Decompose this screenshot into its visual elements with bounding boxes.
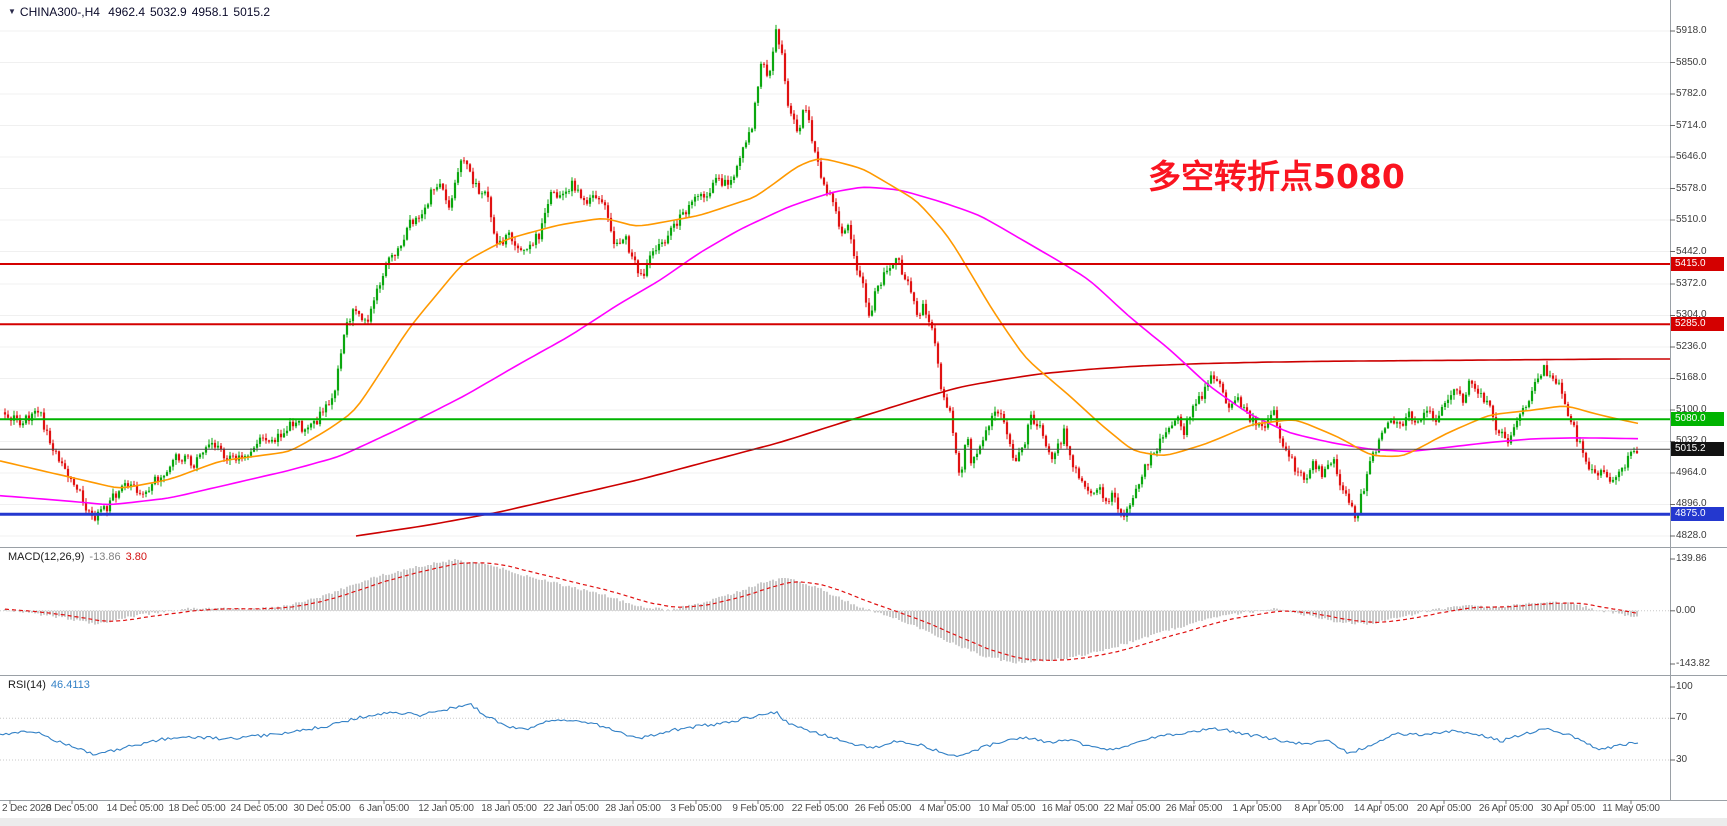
time-axis-label: 26 Apr 05:00 bbox=[1478, 803, 1534, 814]
price-level-badge: 5415.0 bbox=[1671, 257, 1724, 272]
time-axis-label: 26 Mar 05:00 bbox=[1165, 803, 1223, 814]
macd-name: MACD(12,26,9) bbox=[8, 551, 85, 563]
time-axis-label: 12 Jan 05:00 bbox=[418, 803, 474, 814]
price-axis-label: 5100.0 bbox=[1676, 403, 1707, 415]
time-axis-label: 6 Jan 05:00 bbox=[358, 803, 410, 814]
price-axis-label: 5782.0 bbox=[1676, 88, 1707, 99]
price-level-badge: 5080.0 bbox=[1671, 412, 1724, 427]
open-value: 4962.4 bbox=[108, 5, 145, 19]
time-axis-label: 8 Apr 05:00 bbox=[1294, 803, 1344, 814]
price-axis-label: 5442.0 bbox=[1676, 245, 1707, 257]
rsi-name: RSI(14) bbox=[8, 679, 46, 691]
time-axis-label: 30 Apr 05:00 bbox=[1540, 803, 1596, 814]
price-axis-label: 5510.0 bbox=[1676, 214, 1707, 226]
price-axis-label: 5236.0 bbox=[1676, 340, 1707, 352]
time-axis-label: 24 Dec 05:00 bbox=[230, 803, 288, 814]
time-axis-label: 20 Apr 05:00 bbox=[1416, 803, 1472, 814]
time-axis-label: 9 Feb 05:00 bbox=[732, 803, 784, 814]
chart-annotation-text: 多空转折点5080 bbox=[1148, 157, 1405, 196]
close-value: 5015.2 bbox=[233, 5, 271, 19]
time-axis-label: 3 Feb 05:00 bbox=[670, 803, 722, 814]
macd-axis-label: -143.82 bbox=[1676, 658, 1710, 669]
rsi-indicator-label: RSI(14) 46.4113 bbox=[8, 679, 90, 691]
symbol-info-bar: ▼ CHINA300-,H4 4962.4 5032.9 4958.1 5015.2 bbox=[8, 5, 275, 19]
price-level-badge: 4875.0 bbox=[1671, 507, 1724, 522]
time-axis-label: 28 Jan 05:00 bbox=[605, 803, 661, 814]
price-axis-label: 4896.0 bbox=[1676, 498, 1707, 510]
time-axis-label: 22 Jan 05:00 bbox=[543, 803, 599, 814]
time-axis-label: 2 Dec 2020 bbox=[2, 803, 52, 814]
macd-signal-value: 3.80 bbox=[125, 551, 148, 563]
high-value: 5032.9 bbox=[150, 5, 187, 19]
macd-indicator-label: MACD(12,26,9) -13.86 3.80 bbox=[8, 551, 147, 563]
symbol-period-label: CHINA300-,H4 bbox=[19, 5, 100, 19]
price-axis-label: 5304.0 bbox=[1676, 309, 1707, 321]
price-axis-label: 4964.0 bbox=[1676, 466, 1707, 478]
time-axis-label: 11 May 05:00 bbox=[1602, 803, 1660, 814]
time-axis-label: 30 Dec 05:00 bbox=[293, 803, 351, 814]
time-axis-label: 1 Apr 05:00 bbox=[1232, 803, 1282, 814]
rsi-value: 46.4113 bbox=[50, 679, 90, 691]
time-axis-label: 16 Mar 05:00 bbox=[1041, 803, 1099, 814]
time-axis-label: 18 Jan 05:00 bbox=[481, 803, 537, 814]
price-axis-label: 5918.0 bbox=[1676, 25, 1707, 36]
low-value: 4958.1 bbox=[191, 5, 229, 19]
macd-axis-label: 0.00 bbox=[1676, 604, 1696, 616]
rsi-axis-label: 30 bbox=[1676, 754, 1688, 765]
price-axis-label: 5714.0 bbox=[1676, 119, 1707, 131]
rsi-axis-label: 70 bbox=[1676, 712, 1688, 724]
rsi-axis-label: 100 bbox=[1676, 681, 1693, 692]
current-price-badge: 5015.2 bbox=[1671, 442, 1724, 457]
price-axis-label: 5032.0 bbox=[1676, 435, 1707, 447]
time-axis-label: 10 Mar 05:00 bbox=[978, 803, 1036, 814]
time-axis-label: 22 Mar 05:00 bbox=[1103, 803, 1161, 814]
price-axis-label: 4828.0 bbox=[1676, 530, 1707, 541]
price-axis-label: 5372.0 bbox=[1676, 277, 1707, 289]
time-axis-label: 18 Dec 05:00 bbox=[168, 803, 226, 814]
time-axis-label: 26 Feb 05:00 bbox=[854, 803, 912, 814]
macd-main-value: -13.86 bbox=[89, 551, 121, 563]
price-axis-label: 5850.0 bbox=[1676, 56, 1707, 68]
time-axis-label: 14 Dec 05:00 bbox=[106, 803, 164, 814]
price-axis-label: 5168.0 bbox=[1676, 372, 1707, 384]
price-level-badge: 5285.0 bbox=[1671, 317, 1724, 332]
price-axis-label: 5578.0 bbox=[1676, 182, 1707, 194]
symbol-dropdown-icon[interactable]: ▼ bbox=[8, 7, 16, 16]
time-axis-label: 14 Apr 05:00 bbox=[1353, 803, 1409, 814]
time-axis-label: 22 Feb 05:00 bbox=[791, 803, 849, 814]
time-axis-label: 4 Mar 05:00 bbox=[919, 803, 971, 814]
price-axis-label: 5646.0 bbox=[1676, 151, 1707, 163]
macd-axis-label: 139.86 bbox=[1676, 553, 1707, 564]
time-axis-label: 8 Dec 05:00 bbox=[46, 803, 98, 814]
